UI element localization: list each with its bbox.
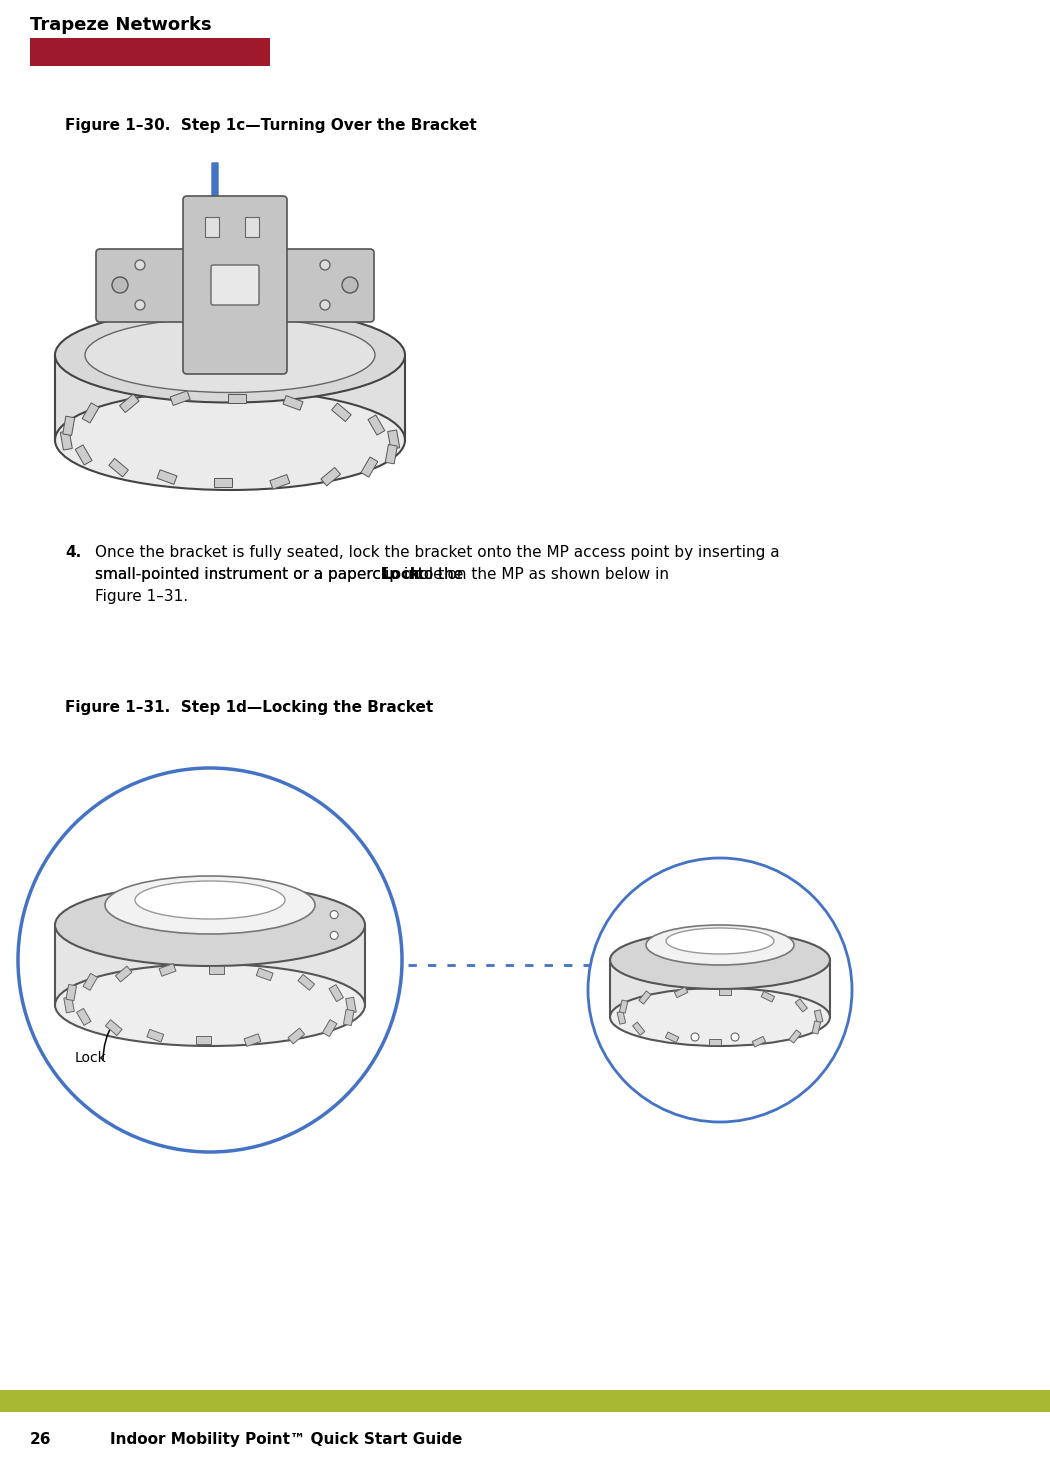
- Polygon shape: [116, 967, 132, 981]
- Text: 26: 26: [30, 1432, 51, 1446]
- Polygon shape: [83, 974, 98, 990]
- Text: Once the bracket is fully seated, lock the bracket onto the MP access point by i: Once the bracket is fully seated, lock t…: [94, 546, 779, 560]
- Polygon shape: [158, 469, 177, 484]
- Polygon shape: [64, 996, 75, 1012]
- Ellipse shape: [105, 876, 315, 934]
- Polygon shape: [719, 989, 731, 995]
- Text: small-pointed instrument or a paperclip into the: small-pointed instrument or a paperclip …: [94, 568, 468, 582]
- Polygon shape: [368, 415, 384, 436]
- Circle shape: [135, 299, 145, 310]
- Polygon shape: [322, 1020, 337, 1037]
- Text: hole on the MP as shown below in: hole on the MP as shown below in: [405, 568, 669, 582]
- Polygon shape: [76, 445, 92, 465]
- Polygon shape: [321, 468, 340, 486]
- Ellipse shape: [666, 929, 774, 954]
- Polygon shape: [752, 1036, 765, 1047]
- Polygon shape: [170, 390, 190, 405]
- Circle shape: [691, 1033, 699, 1042]
- FancyBboxPatch shape: [183, 197, 287, 374]
- Text: small-pointed instrument or a paperclip into the: small-pointed instrument or a paperclip …: [94, 568, 468, 582]
- Text: Indoor Mobility Point™ Quick Start Guide: Indoor Mobility Point™ Quick Start Guide: [110, 1432, 462, 1446]
- Polygon shape: [674, 987, 688, 998]
- Bar: [55, 926, 365, 1005]
- Polygon shape: [244, 1034, 260, 1046]
- Circle shape: [342, 277, 358, 293]
- Polygon shape: [815, 1009, 823, 1022]
- Polygon shape: [617, 1011, 626, 1024]
- Polygon shape: [120, 395, 139, 412]
- Polygon shape: [332, 403, 351, 421]
- Circle shape: [731, 1033, 739, 1042]
- Polygon shape: [63, 417, 75, 436]
- Polygon shape: [638, 990, 651, 1003]
- Polygon shape: [270, 474, 290, 489]
- Polygon shape: [789, 1030, 801, 1043]
- Text: Figure 1–30.  Step 1c—Turning Over the Bracket: Figure 1–30. Step 1c—Turning Over the Br…: [65, 117, 477, 133]
- Ellipse shape: [646, 926, 794, 965]
- Polygon shape: [82, 403, 99, 422]
- Circle shape: [112, 277, 128, 293]
- Polygon shape: [761, 992, 775, 1002]
- Bar: [610, 959, 830, 1017]
- Ellipse shape: [55, 390, 405, 490]
- Ellipse shape: [610, 932, 830, 989]
- Text: Lock: Lock: [381, 568, 421, 582]
- Text: 4.: 4.: [65, 546, 81, 560]
- Polygon shape: [620, 1000, 628, 1014]
- Polygon shape: [284, 396, 303, 411]
- Circle shape: [330, 911, 338, 918]
- Ellipse shape: [55, 308, 405, 402]
- Polygon shape: [60, 431, 72, 450]
- Polygon shape: [196, 1036, 211, 1045]
- Circle shape: [330, 932, 338, 939]
- Bar: [55, 355, 405, 440]
- Ellipse shape: [610, 987, 830, 1046]
- Polygon shape: [228, 393, 246, 402]
- Polygon shape: [345, 998, 356, 1014]
- Ellipse shape: [55, 885, 365, 965]
- Text: Lock: Lock: [75, 1050, 107, 1065]
- Polygon shape: [812, 1021, 821, 1034]
- Ellipse shape: [55, 964, 365, 1046]
- Text: Figure 1–31.: Figure 1–31.: [94, 588, 188, 604]
- Polygon shape: [109, 459, 128, 477]
- Bar: [245, 217, 259, 238]
- Circle shape: [320, 299, 330, 310]
- Ellipse shape: [85, 317, 375, 393]
- Circle shape: [320, 260, 330, 270]
- Circle shape: [135, 260, 145, 270]
- Polygon shape: [329, 984, 343, 1002]
- Ellipse shape: [135, 882, 285, 918]
- Bar: [30, 38, 270, 66]
- Polygon shape: [666, 1033, 678, 1043]
- Polygon shape: [385, 445, 397, 464]
- Polygon shape: [709, 1039, 721, 1045]
- Polygon shape: [298, 974, 315, 990]
- Polygon shape: [288, 1028, 304, 1045]
- FancyBboxPatch shape: [211, 266, 259, 305]
- FancyBboxPatch shape: [96, 249, 374, 321]
- Polygon shape: [256, 968, 273, 980]
- Polygon shape: [147, 1030, 164, 1042]
- Polygon shape: [160, 964, 176, 976]
- Polygon shape: [66, 984, 77, 1000]
- Bar: [0, 1391, 1050, 1413]
- Polygon shape: [77, 1008, 91, 1025]
- Text: Trapeze Networks: Trapeze Networks: [30, 16, 212, 34]
- Text: Figure 1–31.  Step 1d—Locking the Bracket: Figure 1–31. Step 1d—Locking the Bracket: [65, 700, 434, 714]
- Polygon shape: [361, 458, 378, 477]
- Polygon shape: [795, 999, 807, 1012]
- Polygon shape: [343, 1009, 354, 1025]
- Polygon shape: [209, 965, 224, 974]
- Bar: [205, 217, 219, 238]
- FancyArrow shape: [204, 163, 226, 216]
- Polygon shape: [214, 477, 232, 487]
- Polygon shape: [387, 430, 400, 449]
- Polygon shape: [632, 1022, 645, 1036]
- Polygon shape: [105, 1020, 122, 1036]
